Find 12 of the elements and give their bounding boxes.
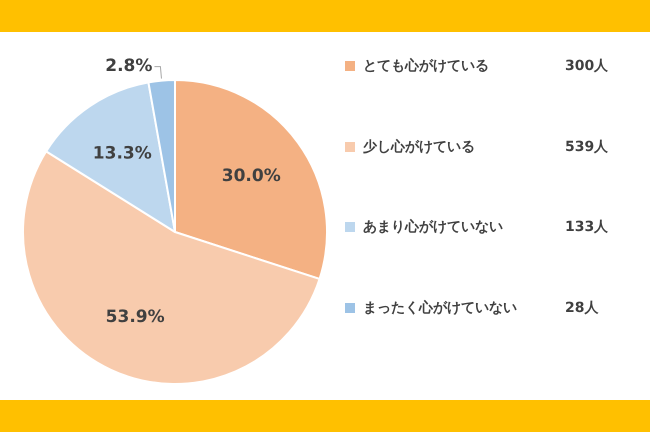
text: 28人 [565,298,598,316]
text: 539人 [565,138,608,156]
data-label: 13.3% [92,143,152,164]
data-label: 30.0% [222,166,281,186]
text: 300人 [565,57,608,75]
legend-label: 少し心がけている [363,138,475,156]
data-label: 53.9% [106,306,165,327]
data-label: 2.8% [105,56,152,76]
legend-label: とても心がけている [363,57,489,75]
legend-label: あまり心がけていない [363,218,503,236]
legend-label: まったく心がけていない [363,298,517,316]
text: 133人 [565,218,608,236]
